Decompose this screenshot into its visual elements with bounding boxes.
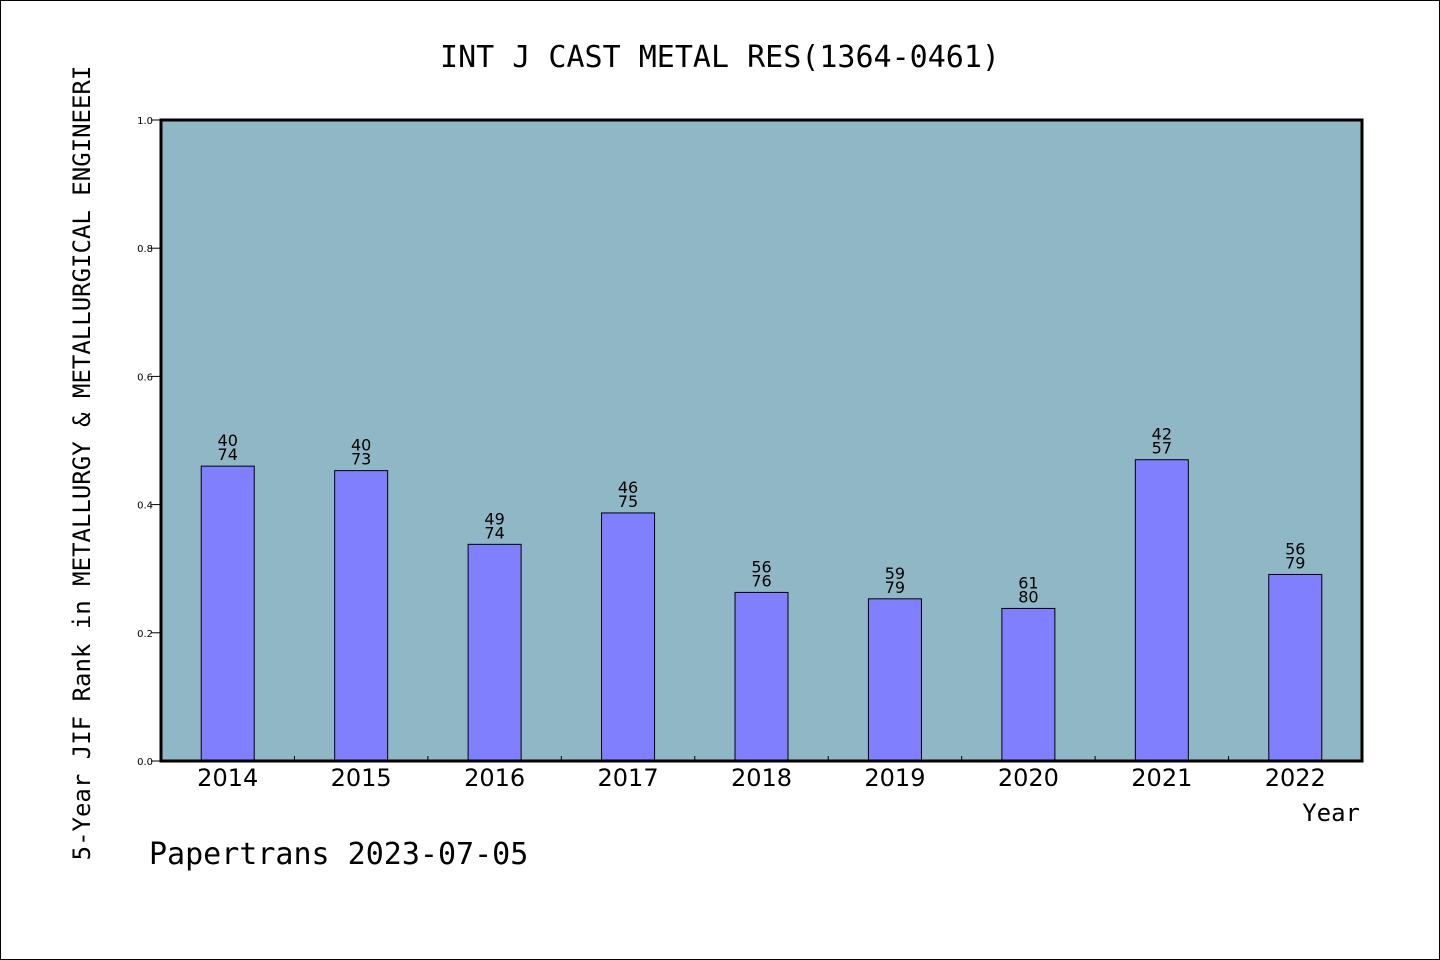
bar-2014	[200, 465, 255, 762]
bars-layer	[200, 459, 1323, 762]
chart-title: INT J CAST METAL RES(1364-0461)	[440, 40, 1000, 75]
bar-2016	[467, 543, 522, 762]
x-tick-label-2018: 2018	[731, 764, 792, 792]
bar-2022	[1268, 573, 1323, 762]
rank-label-2020: 61	[1018, 573, 1038, 592]
total-label-2022: 79	[1285, 553, 1305, 572]
x-axis: 2014 2015 2016 2017 2018 2019 2020 2021 2022	[197, 756, 1326, 792]
x-tick-label-2022: 2022	[1265, 764, 1326, 792]
x-tick-label-2020: 2020	[998, 764, 1059, 792]
rank-label-2014: 40	[218, 431, 238, 450]
y-axis-label: 5-Year JIF Rank in METALLURGY & METALLUR…	[68, 66, 96, 861]
rank-label-2019: 59	[885, 564, 905, 583]
y-tick-label-1.0: 1.0	[137, 116, 153, 127]
bar-2015	[334, 470, 389, 762]
total-label-2019: 79	[885, 578, 905, 597]
total-label-2021: 57	[1152, 439, 1172, 458]
x-tick-label-2019: 2019	[864, 764, 925, 792]
bar-2019	[867, 598, 922, 762]
rank-label-2017: 46	[618, 478, 638, 497]
bar-2020	[1001, 607, 1056, 762]
y-tick-label-0.6: 0.6	[137, 372, 153, 383]
total-label-2020: 80	[1018, 587, 1038, 606]
total-label-2016: 74	[484, 523, 504, 542]
x-tick-label-2021: 2021	[1131, 764, 1192, 792]
x-axis-label: Year	[1302, 799, 1360, 827]
total-label-2014: 74	[218, 445, 238, 464]
total-label-2017: 75	[618, 492, 638, 511]
rank-label-2021: 42	[1152, 425, 1172, 444]
rank-label-2016: 49	[484, 509, 504, 528]
y-tick-label-0.8: 0.8	[137, 244, 153, 255]
total-label-2018: 76	[751, 571, 771, 590]
footer-credit: Papertrans 2023-07-05	[149, 837, 528, 872]
bar-2021	[1134, 459, 1189, 762]
y-tick-label-0.4: 0.4	[137, 501, 153, 512]
y-axis: 0.0 0.2 0.4 0.6 0.8 1.0	[137, 116, 161, 768]
rank-label-2018: 56	[751, 557, 771, 576]
y-tick-label-0.2: 0.2	[137, 629, 153, 640]
y-tick-label-0.0: 0.0	[137, 757, 153, 768]
rank-label-2022: 56	[1285, 539, 1305, 558]
bar-2018	[734, 591, 789, 762]
x-tick-label-2015: 2015	[331, 764, 392, 792]
x-tick-label-2017: 2017	[598, 764, 659, 792]
bar-2017	[601, 512, 656, 762]
total-label-2015: 73	[351, 450, 371, 469]
x-tick-label-2016: 2016	[464, 764, 525, 792]
plot-frame	[159, 118, 1364, 763]
x-tick-label-2014: 2014	[197, 764, 258, 792]
rank-label-2015: 40	[351, 436, 371, 455]
